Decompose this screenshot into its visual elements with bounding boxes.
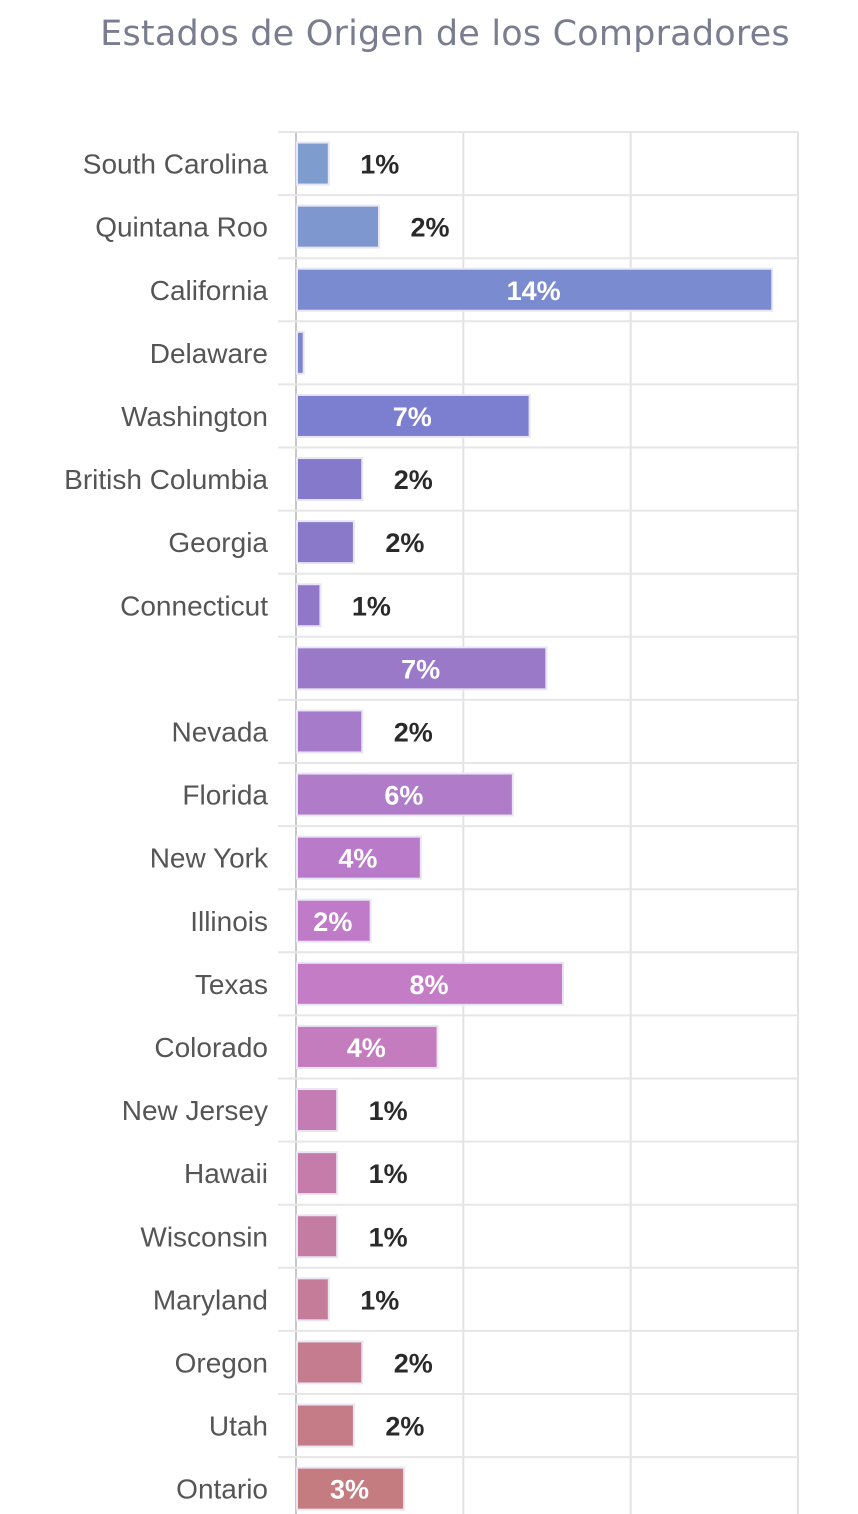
category-label: Quintana Roo [95, 212, 268, 243]
data-label: 14% [507, 276, 561, 306]
category-label: Texas [195, 969, 268, 1000]
data-label: 1% [369, 1159, 408, 1189]
bar [296, 1277, 330, 1322]
category-label: Illinois [190, 906, 268, 937]
data-label: 6% [384, 781, 423, 811]
bar [296, 709, 364, 754]
data-label: 2% [410, 213, 449, 243]
data-label: 1% [369, 1096, 408, 1126]
category-label: Connecticut [120, 590, 268, 621]
category-label: Nevada [171, 716, 268, 747]
category-label: Georgia [168, 527, 268, 558]
data-label: 2% [385, 1412, 424, 1442]
bar [296, 646, 548, 691]
bar [296, 457, 364, 502]
data-label: 8% [410, 970, 449, 1000]
bar [296, 520, 355, 565]
bar [296, 1088, 339, 1133]
data-label: 4% [347, 1033, 386, 1063]
data-label: 7% [401, 654, 440, 684]
bar [296, 1024, 439, 1069]
category-label: Wisconsin [140, 1221, 268, 1252]
bar [296, 898, 372, 943]
bar [296, 961, 565, 1006]
bar [296, 267, 774, 312]
bar [296, 583, 322, 628]
data-label: 7% [393, 402, 432, 432]
gridlines [278, 131, 799, 1514]
category-label: Washington [121, 401, 268, 432]
bar [296, 330, 305, 375]
data-label: 1% [369, 1222, 408, 1252]
category-label: New Jersey [122, 1095, 268, 1126]
bar [296, 393, 531, 438]
data-label: 2% [313, 907, 352, 937]
bar [296, 1340, 364, 1385]
category-label: Florida [182, 780, 268, 811]
category-label: Hawaii [184, 1158, 268, 1189]
data-label: 3% [330, 1475, 369, 1505]
bar [296, 772, 514, 817]
bar [296, 1466, 406, 1511]
category-label: Maryland [153, 1284, 268, 1315]
category-label: British Columbia [64, 464, 268, 495]
category-label: South Carolina [83, 149, 269, 180]
data-label: 1% [360, 150, 399, 180]
bar [296, 141, 330, 186]
bar [296, 1214, 339, 1259]
category-label: Colorado [154, 1032, 268, 1063]
category-label: Utah [209, 1411, 268, 1442]
bar [296, 204, 380, 249]
bars [296, 141, 774, 1511]
data-label: 2% [394, 717, 433, 747]
data-label: 1% [360, 1285, 399, 1315]
data-label: 4% [338, 844, 377, 874]
bar [296, 835, 422, 880]
category-label: Oregon [175, 1347, 268, 1378]
category-label: California [150, 275, 269, 306]
data-label: 2% [394, 1348, 433, 1378]
chart-title: Estados de Origen de los Compradores [100, 14, 790, 54]
bar [296, 1403, 355, 1448]
category-label: Delaware [150, 338, 268, 369]
data-label: 2% [385, 528, 424, 558]
data-label: 2% [394, 465, 433, 495]
category-label: Ontario [176, 1474, 268, 1505]
data-label: 1% [352, 591, 391, 621]
bar [296, 1151, 339, 1196]
category-label: New York [150, 843, 269, 874]
labels: South Carolina 1% Quintana Roo 2% California… [64, 149, 560, 1505]
